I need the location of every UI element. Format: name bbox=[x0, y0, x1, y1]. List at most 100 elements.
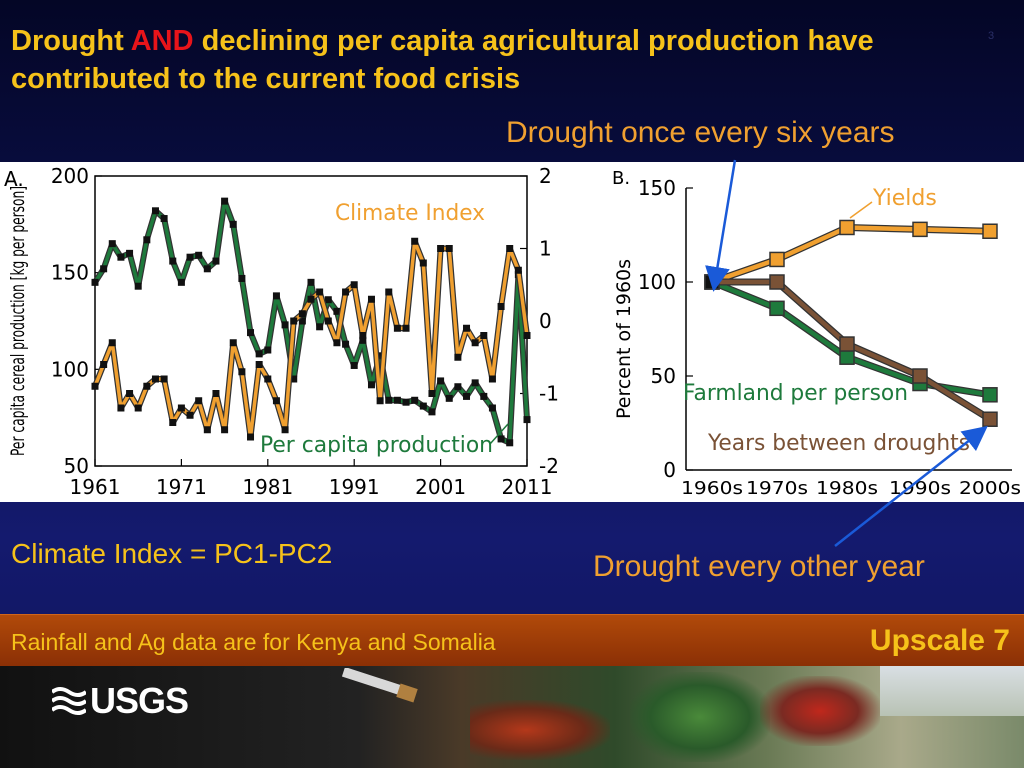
data-point bbox=[497, 435, 505, 443]
data-point bbox=[134, 404, 142, 412]
y2-tick-label: -2 bbox=[539, 454, 559, 478]
chart-a: 50 100 150 200 -2 -1 0 1 2 1961 1971 1981 1991 2001 20… bbox=[4, 164, 559, 499]
data-point bbox=[385, 288, 393, 296]
data-point bbox=[506, 245, 514, 252]
data-point bbox=[100, 361, 108, 368]
data-point bbox=[212, 390, 220, 397]
data-point bbox=[212, 257, 220, 265]
data-point bbox=[359, 332, 367, 339]
x-tick-label: 1991 bbox=[329, 475, 380, 499]
usgs-logo-text: USGS bbox=[90, 680, 189, 721]
data-point bbox=[169, 419, 177, 426]
data-point bbox=[177, 404, 185, 412]
y-tick-label: 50 bbox=[64, 454, 89, 478]
data-point bbox=[160, 375, 168, 383]
data-point bbox=[290, 317, 298, 325]
data-point bbox=[143, 236, 151, 244]
legend-farmland: Farmland per person bbox=[683, 381, 908, 406]
data-point bbox=[454, 383, 462, 391]
series-line bbox=[93, 199, 529, 445]
data-point bbox=[229, 339, 237, 347]
data-point bbox=[126, 249, 134, 257]
legend-droughts: Years between droughts bbox=[707, 431, 970, 456]
legend-yields: Yields bbox=[872, 186, 937, 211]
data-point bbox=[203, 426, 211, 434]
data-point bbox=[203, 265, 211, 273]
data-point bbox=[151, 375, 159, 383]
y2-tick-label: 0 bbox=[539, 309, 552, 333]
fire-image bbox=[470, 700, 610, 760]
data-point bbox=[393, 324, 401, 332]
data-point bbox=[402, 324, 410, 332]
data-point bbox=[471, 339, 479, 347]
data-point bbox=[177, 278, 185, 286]
series-outline bbox=[92, 198, 530, 446]
data-point bbox=[839, 336, 855, 352]
x-tick-label: 1971 bbox=[156, 475, 207, 499]
data-point bbox=[376, 397, 384, 405]
footer-upscale: Upscale 7 bbox=[869, 624, 1010, 657]
x-tick-label: 2000s bbox=[959, 478, 1020, 499]
callout-bottom: Drought every other year bbox=[593, 550, 925, 583]
data-point bbox=[238, 274, 246, 282]
legend-yields-leader bbox=[849, 201, 873, 219]
title-highlight: AND bbox=[130, 25, 194, 57]
data-point bbox=[221, 197, 229, 205]
data-point bbox=[307, 295, 315, 303]
data-point bbox=[704, 274, 720, 290]
data-point bbox=[419, 259, 427, 267]
data-point bbox=[117, 404, 125, 412]
data-point bbox=[376, 352, 384, 360]
charts-panel: 50 100 150 200 -2 -1 0 1 2 1961 1971 1981 1991 2001 20… bbox=[0, 162, 1024, 502]
data-point bbox=[264, 346, 272, 354]
data-point bbox=[514, 266, 522, 274]
data-point bbox=[769, 300, 785, 317]
usgs-waves-icon bbox=[52, 687, 86, 715]
data-point bbox=[151, 207, 159, 215]
data-point bbox=[912, 368, 928, 384]
y-tick-label: 50 bbox=[651, 364, 676, 388]
data-point bbox=[839, 349, 855, 365]
data-point bbox=[367, 295, 375, 303]
data-point bbox=[411, 396, 419, 404]
data-point bbox=[454, 353, 462, 361]
data-point bbox=[247, 433, 255, 441]
data-point bbox=[324, 296, 332, 304]
data-point bbox=[463, 392, 471, 400]
data-point bbox=[169, 257, 177, 265]
y-tick-label: 200 bbox=[51, 164, 89, 188]
data-point bbox=[255, 361, 263, 368]
data-point bbox=[350, 281, 358, 289]
data-point bbox=[523, 332, 531, 339]
data-point bbox=[402, 398, 410, 406]
landscape-image bbox=[880, 666, 1024, 716]
data-point bbox=[445, 394, 453, 402]
x-tick-label: 1990s bbox=[889, 478, 951, 499]
data-point bbox=[437, 245, 445, 252]
y-axis-label: Per capita cereal production [kg per per… bbox=[7, 186, 29, 456]
data-point bbox=[428, 390, 436, 397]
legend-per-capita: Per capita production bbox=[260, 433, 493, 458]
vegetation-image bbox=[630, 672, 770, 762]
data-point bbox=[350, 361, 358, 369]
climate-index-note: Climate Index = PC1-PC2 bbox=[11, 538, 333, 569]
data-point bbox=[342, 288, 350, 296]
footer-note: Rainfall and Ag data are for Kenya and S… bbox=[11, 629, 496, 655]
data-point bbox=[411, 237, 419, 245]
data-point bbox=[298, 317, 306, 325]
data-point bbox=[143, 382, 151, 390]
x-tick-label: 1981 bbox=[242, 475, 293, 499]
x-tick-label: 1961 bbox=[70, 475, 121, 499]
legend-climate-index: Climate Index bbox=[335, 201, 485, 226]
slide-title: Drought AND declining per capita agricul… bbox=[11, 22, 971, 98]
footer-bar bbox=[0, 614, 1024, 667]
y-axis-label: Percent of 1960s bbox=[613, 259, 635, 419]
data-point bbox=[428, 408, 436, 416]
data-point bbox=[281, 321, 289, 329]
data-point bbox=[229, 220, 237, 228]
x-tick-label: 1960s bbox=[681, 478, 743, 499]
callout-top: Drought once every six years bbox=[506, 116, 895, 149]
data-point bbox=[264, 375, 272, 383]
data-point bbox=[117, 253, 125, 261]
red-vegetation-image bbox=[760, 676, 880, 746]
